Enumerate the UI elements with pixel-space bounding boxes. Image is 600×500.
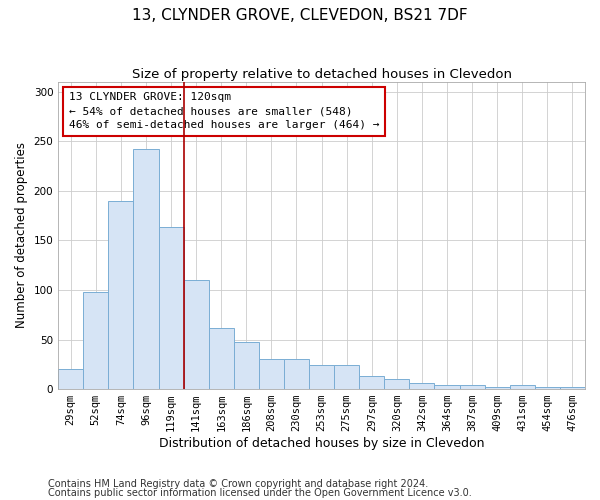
Text: Contains public sector information licensed under the Open Government Licence v3: Contains public sector information licen… bbox=[48, 488, 472, 498]
Bar bbox=[434, 385, 460, 389]
Bar bbox=[409, 383, 434, 389]
Title: Size of property relative to detached houses in Clevedon: Size of property relative to detached ho… bbox=[131, 68, 512, 80]
Bar bbox=[560, 387, 585, 389]
Bar bbox=[385, 379, 409, 389]
Text: Contains HM Land Registry data © Crown copyright and database right 2024.: Contains HM Land Registry data © Crown c… bbox=[48, 479, 428, 489]
Bar bbox=[334, 366, 359, 389]
Bar bbox=[184, 280, 209, 389]
Bar bbox=[209, 328, 234, 389]
Y-axis label: Number of detached properties: Number of detached properties bbox=[15, 142, 28, 328]
X-axis label: Distribution of detached houses by size in Clevedon: Distribution of detached houses by size … bbox=[159, 437, 484, 450]
Bar bbox=[359, 376, 385, 389]
Bar bbox=[460, 385, 485, 389]
Bar bbox=[234, 342, 259, 389]
Bar bbox=[158, 228, 184, 389]
Bar bbox=[259, 360, 284, 389]
Bar bbox=[83, 292, 109, 389]
Bar bbox=[535, 387, 560, 389]
Bar bbox=[485, 387, 510, 389]
Bar bbox=[58, 369, 83, 389]
Bar bbox=[133, 149, 158, 389]
Bar bbox=[109, 200, 133, 389]
Bar bbox=[284, 360, 309, 389]
Bar bbox=[309, 366, 334, 389]
Text: 13, CLYNDER GROVE, CLEVEDON, BS21 7DF: 13, CLYNDER GROVE, CLEVEDON, BS21 7DF bbox=[132, 8, 468, 22]
Text: 13 CLYNDER GROVE: 120sqm
← 54% of detached houses are smaller (548)
46% of semi-: 13 CLYNDER GROVE: 120sqm ← 54% of detach… bbox=[69, 92, 379, 130]
Bar bbox=[510, 385, 535, 389]
